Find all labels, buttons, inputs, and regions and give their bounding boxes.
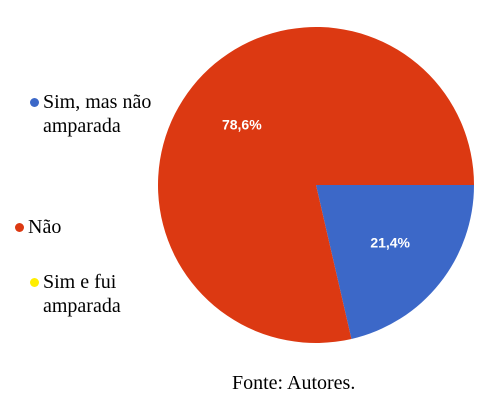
legend-dot: [30, 98, 39, 107]
pie-slice: [316, 185, 474, 339]
legend-label: Sim, mas não amparada: [43, 91, 152, 137]
legend-dot: [30, 278, 39, 287]
legend-item: Não: [15, 215, 140, 239]
source: Fonte: Autores.: [232, 372, 356, 394]
pie-slice: [158, 26, 474, 343]
legend-label: Não: [28, 216, 62, 238]
legend-dot: [15, 223, 24, 232]
legend-item: Sim e fui amparada: [30, 270, 155, 318]
legend-label: Sim e fui amparada: [43, 271, 121, 317]
slice-label: 21,4%: [370, 235, 410, 251]
slice-label: 78,6%: [222, 117, 262, 133]
legend-item: Sim, mas não amparada: [30, 90, 155, 138]
